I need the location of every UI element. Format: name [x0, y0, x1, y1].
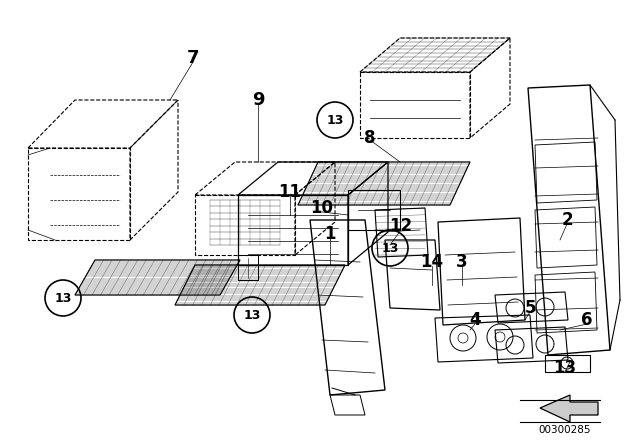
Text: 13: 13 — [381, 241, 399, 254]
Text: 3: 3 — [456, 253, 468, 271]
Text: 1: 1 — [324, 225, 336, 243]
Text: 2: 2 — [561, 211, 573, 229]
Text: 4: 4 — [469, 311, 481, 329]
Text: 6: 6 — [581, 311, 593, 329]
Text: 9: 9 — [252, 91, 264, 109]
Text: 12: 12 — [389, 217, 413, 235]
Text: 13: 13 — [54, 292, 72, 305]
Text: 5: 5 — [524, 299, 536, 317]
Text: 13: 13 — [326, 113, 344, 126]
Polygon shape — [540, 395, 598, 422]
Text: 7: 7 — [187, 49, 199, 67]
Text: 13: 13 — [243, 309, 260, 322]
Text: 13: 13 — [554, 359, 577, 377]
Text: 11: 11 — [278, 183, 301, 201]
Text: 8: 8 — [364, 129, 376, 147]
Text: 10: 10 — [310, 199, 333, 217]
Text: 14: 14 — [420, 253, 444, 271]
Text: 00300285: 00300285 — [539, 425, 591, 435]
